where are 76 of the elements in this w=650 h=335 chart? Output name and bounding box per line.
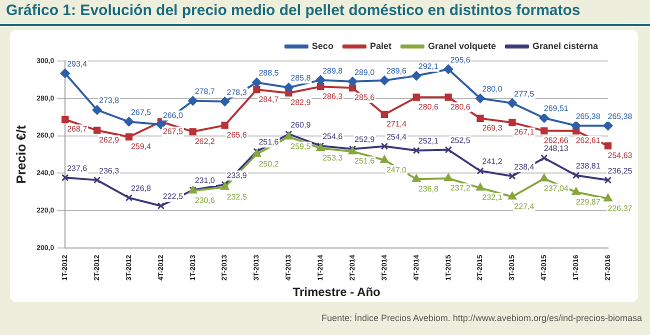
data-label: 262,9 <box>99 136 120 145</box>
data-label: 236,8 <box>418 184 439 194</box>
data-label: 293,4 <box>67 60 88 69</box>
data-label: 226,8 <box>130 184 152 194</box>
data-label: 269,51 <box>544 104 569 114</box>
data-label: 236,25 <box>608 166 633 176</box>
data-label: 253,3 <box>322 153 344 162</box>
data-label: 288,5 <box>258 68 280 78</box>
data-label: 227,4 <box>514 202 535 211</box>
data-label: 252,5 <box>450 136 471 145</box>
data-label: 265,38 <box>576 112 601 121</box>
data-label: 289,8 <box>322 66 344 76</box>
data-label: 278,7 <box>194 87 216 96</box>
data-label: 237,2 <box>450 184 471 193</box>
data-label: 284,7 <box>258 94 280 104</box>
data-label: 251,6 <box>354 156 376 166</box>
data-label: 236,3 <box>99 166 120 176</box>
data-label: 267,1 <box>514 128 535 137</box>
legend-label: Granel volquete <box>428 40 496 51</box>
chart-title: Gráfico 1: Evolución del precio medio del pellet doméstico en distintos formatos <box>6 2 580 19</box>
data-label: 248,13 <box>544 144 569 154</box>
data-label: 230,6 <box>194 196 216 205</box>
data-label: 267,5 <box>162 126 184 136</box>
data-label: 268,7 <box>67 124 88 134</box>
data-label: 259,4 <box>130 142 152 152</box>
data-label: 250,2 <box>258 159 280 168</box>
data-label: 266,0 <box>162 110 184 120</box>
data-label: 254,4 <box>386 132 408 142</box>
legend-label: Palet <box>370 40 392 51</box>
data-label: 262,2 <box>194 136 216 146</box>
x-axis-title: Trimestre - Año <box>292 285 380 300</box>
data-label: 278,3 <box>226 88 248 97</box>
data-label: 282,9 <box>290 98 312 108</box>
data-label: 226,37 <box>608 204 633 213</box>
data-label: 292,1 <box>418 62 439 71</box>
data-label: 237,04 <box>544 184 569 193</box>
data-label: 233,9 <box>226 170 248 180</box>
data-label: 229,87 <box>576 197 601 206</box>
data-label: 280,6 <box>418 102 439 112</box>
data-label: 222,5 <box>162 192 184 202</box>
data-label: 259,5 <box>290 142 312 151</box>
data-label: 280,0 <box>482 84 503 94</box>
data-label: 273,8 <box>99 96 120 106</box>
data-label: 252,1 <box>418 136 439 146</box>
data-label: 269,3 <box>482 124 503 133</box>
legend-label: Granel cisterna <box>532 40 599 51</box>
data-label: 267,5 <box>130 108 152 117</box>
data-label: 265,6 <box>226 130 248 140</box>
data-label: 238,81 <box>576 162 601 171</box>
legend-label: Seco <box>312 40 334 51</box>
data-label: 277,5 <box>514 89 535 98</box>
data-label: 262,66 <box>544 136 569 145</box>
data-label: 254,6 <box>322 132 344 142</box>
data-label: 252,9 <box>354 135 376 144</box>
data-label: 238,4 <box>514 162 535 172</box>
data-label: 232,1 <box>482 193 503 202</box>
data-label: 289,0 <box>354 68 376 77</box>
source-note: Fuente: Índice Precios Avebiom. http://www.avebiom.org/es/ind-precios-biomasa <box>322 313 642 323</box>
data-label: 286,3 <box>322 92 344 101</box>
data-label: 260,9 <box>290 120 312 130</box>
data-label: 271,4 <box>386 120 408 129</box>
data-label: 254,63 <box>608 151 633 160</box>
data-label: 237,6 <box>67 164 88 173</box>
data-label: 247,0 <box>386 165 408 174</box>
data-label: 251,6 <box>258 138 280 147</box>
data-label: 285,8 <box>290 74 312 83</box>
data-label: 285,6 <box>354 93 376 102</box>
data-label: 295,6 <box>450 55 471 64</box>
data-label: 262,61 <box>576 136 601 146</box>
data-label: 241,2 <box>482 157 503 166</box>
data-label: 231,0 <box>194 176 216 186</box>
y-axis-title: Precio €/t <box>13 124 28 184</box>
data-label: 280,6 <box>450 102 471 112</box>
data-label: 232,5 <box>226 192 248 202</box>
data-label: 289,6 <box>386 66 408 76</box>
data-label: 265,38 <box>608 112 633 121</box>
